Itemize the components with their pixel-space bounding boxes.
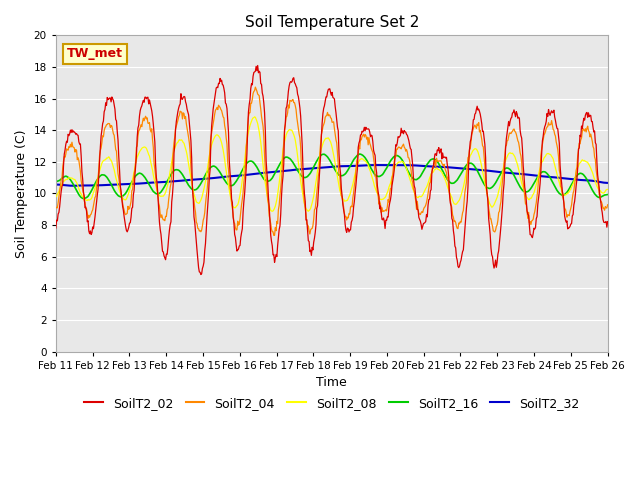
SoilT2_16 (52, 179, 60, 184)
SoilT2_04 (119, 200, 127, 206)
Text: TW_met: TW_met (67, 48, 123, 60)
SoilT2_32 (62, 182, 70, 188)
Y-axis label: Soil Temperature (C): Soil Temperature (C) (15, 129, 28, 258)
Line: SoilT2_16: SoilT2_16 (56, 154, 607, 199)
SoilT2_04 (62, 151, 70, 157)
SoilT2_04 (204, 180, 212, 185)
SoilT2_02 (52, 225, 60, 231)
SoilT2_16 (417, 173, 424, 179)
SoilT2_02 (254, 62, 262, 68)
SoilT2_16 (62, 173, 70, 179)
SoilT2_02 (205, 191, 212, 196)
SoilT2_32 (604, 180, 611, 186)
SoilT2_16 (401, 161, 408, 167)
SoilT2_32 (375, 162, 383, 168)
SoilT2_02 (417, 218, 424, 224)
Line: SoilT2_04: SoilT2_04 (56, 87, 607, 235)
SoilT2_16 (604, 192, 611, 197)
Line: SoilT2_02: SoilT2_02 (56, 65, 607, 275)
SoilT2_02 (119, 203, 127, 209)
SoilT2_32 (52, 181, 60, 187)
SoilT2_08 (62, 177, 70, 182)
SoilT2_16 (120, 192, 127, 198)
SoilT2_02 (62, 142, 70, 147)
SoilT2_08 (204, 164, 212, 169)
SoilT2_08 (401, 160, 408, 166)
SoilT2_04 (175, 114, 182, 120)
SoilT2_32 (70, 183, 77, 189)
SoilT2_08 (119, 195, 127, 201)
SoilT2_32 (401, 162, 408, 168)
SoilT2_04 (270, 232, 278, 238)
SoilT2_32 (417, 163, 424, 168)
SoilT2_02 (197, 272, 205, 277)
SoilT2_08 (52, 194, 60, 200)
SoilT2_32 (120, 181, 127, 187)
SoilT2_02 (175, 105, 182, 111)
SoilT2_08 (268, 208, 276, 214)
Line: SoilT2_08: SoilT2_08 (56, 117, 607, 211)
SoilT2_08 (417, 194, 424, 200)
SoilT2_04 (417, 212, 424, 217)
SoilT2_08 (251, 114, 259, 120)
SoilT2_32 (175, 178, 183, 184)
SoilT2_04 (604, 202, 611, 208)
SoilT2_16 (356, 151, 364, 157)
SoilT2_02 (401, 128, 408, 133)
SoilT2_16 (79, 196, 87, 202)
SoilT2_02 (604, 219, 611, 225)
SoilT2_32 (205, 176, 212, 181)
Legend: SoilT2_02, SoilT2_04, SoilT2_08, SoilT2_16, SoilT2_32: SoilT2_02, SoilT2_04, SoilT2_08, SoilT2_… (79, 392, 584, 415)
SoilT2_08 (604, 187, 611, 192)
Line: SoilT2_32: SoilT2_32 (56, 165, 607, 186)
SoilT2_04 (252, 84, 259, 90)
SoilT2_04 (52, 204, 60, 210)
SoilT2_04 (401, 144, 408, 150)
X-axis label: Time: Time (316, 376, 347, 389)
Title: Soil Temperature Set 2: Soil Temperature Set 2 (244, 15, 419, 30)
SoilT2_16 (205, 167, 212, 173)
SoilT2_16 (175, 168, 183, 174)
SoilT2_08 (175, 138, 182, 144)
